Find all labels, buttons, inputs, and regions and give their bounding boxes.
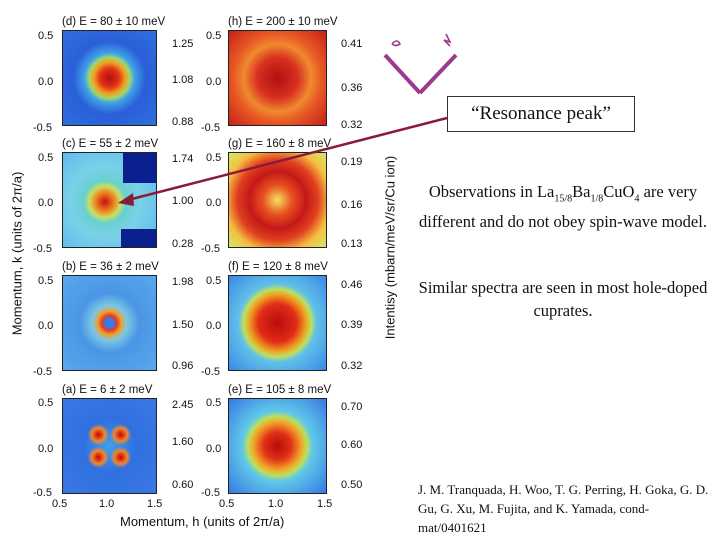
map-g [228,152,327,248]
masked-region-bottom [121,229,156,247]
y-tick: -0.5 [201,243,220,255]
map-b [62,275,157,371]
panel-title-f: (f) E = 120 ± 8 meV [228,261,328,273]
cbar-max: 0.41 [341,38,363,50]
map-h [228,30,327,126]
cbar-mid: 1.50 [172,319,194,331]
cbar-max: 2.45 [172,399,194,411]
panel-title-h: (h) E = 200 ± 10 meV [228,16,338,28]
y-tick: -0.5 [33,243,52,255]
x-tick: 1.5 [317,498,333,510]
y-tick: 0.0 [38,197,54,209]
cbar-max: 1.98 [172,276,194,288]
chevron-right [418,53,458,95]
y-tick: 0.5 [206,30,222,42]
obs-sub3: 4 [634,193,640,205]
cbar-min: 0.60 [172,479,194,491]
masked-region-top [123,153,156,183]
panel-title-g: (g) E = 160 ± 8 meV [228,138,332,150]
map-e [228,398,327,494]
x-tick: 1.5 [147,498,163,510]
panel-title-c: (c) E = 55 ± 2 meV [62,138,159,150]
cbar-max: 0.46 [341,279,363,291]
rotated-glyph-left [391,40,402,47]
y-tick: -0.5 [33,122,52,134]
x-tick: 0.5 [219,498,235,510]
x-tick: 1.0 [99,498,115,510]
resonance-peak-callout: “Resonance peak” [447,96,635,132]
cbar-min: 0.32 [341,119,363,131]
y-tick: 0.0 [206,197,222,209]
y-tick: -0.5 [201,366,220,378]
y-tick: 0.0 [206,443,222,455]
y-tick: 0.5 [38,397,54,409]
cbar-min: 0.32 [341,360,363,372]
cbar-min: 0.28 [172,238,194,250]
y-tick: 0.5 [206,275,222,287]
x-axis-label: Momentum, h (units of 2π/a) [120,514,285,529]
panel-title-b: (b) E = 36 ± 2 meV [62,261,159,273]
map-f [228,275,327,371]
cbar-max: 1.74 [172,153,194,165]
y-tick: 0.5 [206,397,222,409]
cbar-min: 0.13 [341,238,363,250]
cbar-mid: 1.08 [172,74,194,86]
x-tick: 1.0 [268,498,284,510]
panel-title-d: (d) E = 80 ± 10 meV [62,16,166,28]
cbar-max: 1.25 [172,38,194,50]
cbar-min: 0.50 [341,479,363,491]
cbar-mid: 1.60 [172,436,194,448]
obs-sub1: 15/8 [554,193,573,205]
cbar-max: 0.70 [341,401,363,413]
intensity-axis-label: Intentisy (mbarn/meV/sr/Cu ion) [382,155,398,340]
cbar-mid: 0.16 [341,199,363,211]
y-axis-label: Momentum, k (units of 2π/a) [9,171,25,336]
map-c [62,152,157,248]
obs-suffix: are very different and do not obey spin-… [419,182,707,232]
y-tick: 0.5 [206,152,222,164]
observation-text: Observations in La15/8Ba1/8CuO4 are very… [418,180,708,233]
y-tick: -0.5 [201,487,220,499]
y-tick: -0.5 [201,122,220,134]
y-tick: 0.0 [38,320,54,332]
reference-citation: J. M. Tranquada, H. Woo, T. G. Perring, … [418,482,709,535]
y-tick: 0.0 [38,443,54,455]
cbar-mid: 0.36 [341,82,363,94]
y-tick: 0.0 [206,76,222,88]
y-tick: 0.5 [38,30,54,42]
y-tick: 0.5 [38,152,54,164]
chevron-left [383,53,422,95]
cbar-mid: 0.39 [341,319,363,331]
y-tick: -0.5 [33,487,52,499]
rotated-glyph-right [443,33,452,47]
obs-prefix: Observations in La [428,182,555,201]
cbar-max: 0.19 [341,156,363,168]
obs-sub2: 1/8 [590,193,604,205]
panel-title-e: (e) E = 105 ± 8 meV [228,384,332,396]
map-a [62,398,157,494]
cbar-min: 0.88 [172,116,194,128]
y-tick: 0.0 [38,76,54,88]
panel-title-a: (a) E = 6 ± 2 meV [62,384,153,396]
cbar-min: 0.96 [172,360,194,372]
map-d [62,30,157,126]
cbar-mid: 1.00 [172,195,194,207]
similar-spectra-text: Similar spectra are seen in most hole-do… [418,278,708,320]
x-tick: 0.5 [52,498,68,510]
obs-mid2: CuO [603,182,635,201]
y-tick: 0.0 [206,320,222,332]
y-tick: -0.5 [33,366,52,378]
y-tick: 0.5 [38,275,54,287]
cbar-mid: 0.60 [341,439,363,451]
obs-mid: Ba [572,182,591,201]
